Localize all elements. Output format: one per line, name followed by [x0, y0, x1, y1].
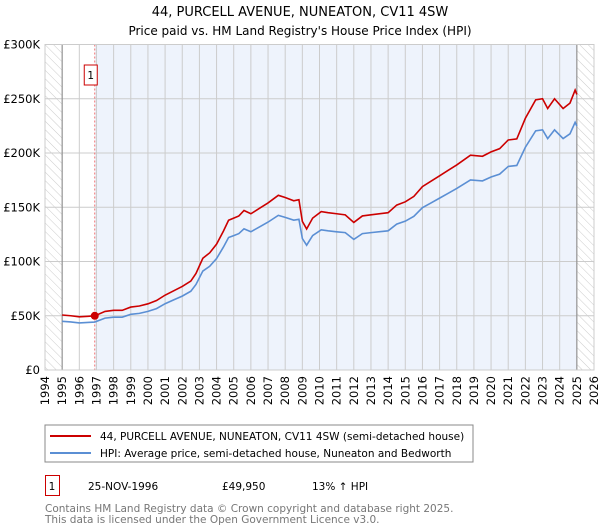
sale-id: 1	[49, 481, 56, 493]
x-tick-label: 2015	[398, 376, 412, 405]
x-tick-label: 1998	[107, 376, 121, 405]
chart-title: 44, PURCELL AVENUE, NUNEATON, CV11 4SW	[152, 5, 449, 20]
x-tick-label: 1999	[124, 376, 138, 405]
annotation-box	[83, 64, 98, 86]
y-tick-label: £100K	[3, 255, 40, 269]
sale-point	[90, 311, 99, 320]
x-tick-label: 2007	[261, 376, 275, 405]
legend-label-property: 44, PURCELL AVENUE, NUNEATON, CV11 4SW (…	[100, 431, 464, 443]
x-tick-label: 2017	[433, 376, 447, 405]
sale-hpi-diff: 13% ↑ HPI	[312, 481, 368, 493]
x-tick-label: 1997	[89, 376, 103, 405]
legend-label-hpi: HPI: Average price, semi-detached house,…	[100, 448, 451, 460]
x-tick-label: 1996	[72, 376, 86, 405]
sale-price: £49,950	[222, 481, 265, 493]
x-tick-label: 2010	[313, 376, 327, 405]
chart-subtitle: Price paid vs. HM Land Registry's House …	[128, 24, 471, 38]
property-price-line	[62, 87, 578, 318]
x-tick-label: 2026	[587, 376, 600, 405]
x-tick-label: 2004	[210, 376, 224, 405]
y-tick-label: £150K	[3, 200, 40, 214]
x-tick-label: 2014	[381, 376, 395, 405]
hpi-line	[62, 120, 578, 324]
y-tick-label: £200K	[3, 146, 40, 160]
plot-border	[44, 44, 595, 371]
y-tick-label: £0	[25, 363, 40, 377]
x-tick-label: 2005	[227, 376, 241, 405]
x-tick-label: 2012	[347, 376, 361, 405]
x-tick-label: 1994	[38, 376, 52, 405]
annotation-label: 1	[87, 70, 94, 82]
x-tick-label: 2000	[141, 376, 155, 405]
sale-row: 1 25-NOV-1996 £49,950 13% ↑ HPI	[45, 475, 368, 496]
y-tick-label: £300K	[3, 38, 40, 52]
x-tick-label: 2003	[192, 376, 206, 405]
x-tick-label: 2002	[175, 376, 189, 405]
x-tick-label: 2019	[467, 376, 481, 405]
x-tick-label: 2018	[450, 376, 464, 405]
y-tick-label: £250K	[3, 92, 40, 106]
x-tick-label: 2013	[364, 376, 378, 405]
x-tick-label: 2008	[278, 376, 292, 405]
sale-date: 25-NOV-1996	[88, 481, 158, 493]
footer-copyright: Contains HM Land Registry data © Crown c…	[45, 503, 453, 515]
x-tick-label: 2009	[295, 376, 309, 405]
footer-licence: This data is licensed under the Open Gov…	[44, 514, 380, 526]
x-tick-label: 2021	[501, 376, 515, 405]
x-tick-label: 2006	[244, 376, 258, 405]
x-tick-label: 1995	[55, 376, 69, 405]
x-tick-label: 2016	[415, 376, 429, 405]
x-tick-label: 2025	[570, 376, 584, 405]
x-tick-label: 2023	[536, 376, 550, 405]
x-tick-label: 2022	[518, 376, 532, 405]
x-tick-label: 2024	[553, 376, 567, 405]
y-tick-label: £50K	[11, 309, 41, 323]
x-tick-label: 2001	[158, 376, 172, 405]
x-tick-label: 2020	[484, 376, 498, 405]
x-tick-label: 2011	[330, 376, 344, 405]
legend	[44, 424, 474, 463]
sale-marker-box	[45, 475, 60, 496]
